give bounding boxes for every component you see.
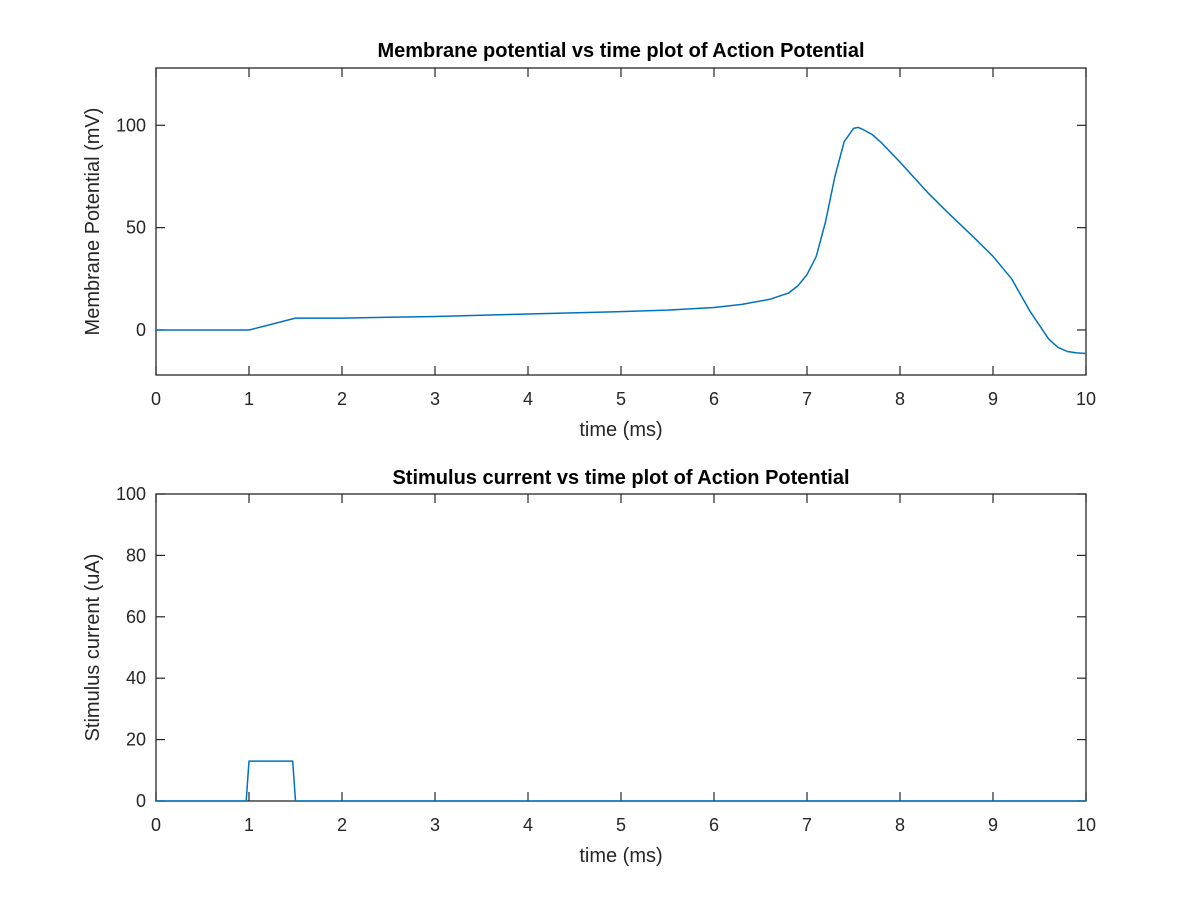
stimulus-current-x-tick-label: 5 [616,815,626,835]
membrane-potential-x-tick-label: 6 [709,389,719,409]
membrane-potential-x-tick-label: 8 [895,389,905,409]
stimulus-current-x-tick-label: 6 [709,815,719,835]
membrane-potential-title: Membrane potential vs time plot of Actio… [377,40,864,62]
stimulus-current-y-axis-label: Stimulus current (uA) [82,554,104,742]
stimulus-current-y-tick-label: 40 [126,668,146,688]
membrane-potential-x-axis-label: time (ms) [579,419,662,441]
stimulus-current-y-tick-label: 60 [126,607,146,627]
membrane-potential-x-tick-label: 10 [1076,389,1096,409]
stimulus-current-x-tick-label: 9 [988,815,998,835]
membrane-potential-x-tick-label: 4 [523,389,533,409]
stimulus-current-x-tick-label: 2 [337,815,347,835]
membrane-potential-x-tick-label: 5 [616,389,626,409]
stimulus-current-y-tick-label: 20 [126,730,146,750]
stimulus-current-x-tick-label: 8 [895,815,905,835]
stimulus-current-x-tick-label: 3 [430,815,440,835]
membrane-potential-series-line [156,126,1087,355]
membrane-potential-plot: Membrane potential vs time plot of Actio… [82,40,1096,441]
stimulus-current-title: Stimulus current vs time plot of Action … [392,467,849,489]
membrane-potential-x-tick-label: 0 [151,389,161,409]
membrane-potential-y-axis-label: Membrane Potential (mV) [82,108,104,336]
stimulus-current-plot: Stimulus current vs time plot of Action … [82,467,1096,867]
membrane-potential-axes-box [155,67,1087,376]
membrane-potential-x-tick-label: 7 [802,389,812,409]
stimulus-current-axes-box [155,493,1087,802]
membrane-potential-y-tick-label: 100 [116,115,146,135]
stimulus-current-series-line [156,760,1086,802]
stimulus-current-x-tick-label: 4 [523,815,533,835]
membrane-potential-y-tick-label: 0 [136,320,146,340]
stimulus-current-x-tick-label: 10 [1076,815,1096,835]
stimulus-current-y-tick-label: 100 [116,484,146,504]
membrane-potential-x-tick-label: 3 [430,389,440,409]
stimulus-current-x-tick-label: 7 [802,815,812,835]
stimulus-current-y-tick-label: 0 [136,791,146,811]
membrane-potential-x-tick-label: 2 [337,389,347,409]
membrane-potential-series [156,126,1087,355]
membrane-potential-x-tick-label: 1 [244,389,254,409]
stimulus-current-series [156,760,1086,802]
membrane-potential-x-tick-label: 9 [988,389,998,409]
stimulus-current-x-axis-label: time (ms) [579,845,662,867]
stimulus-current-x-tick-label: 1 [244,815,254,835]
membrane-potential-y-tick-label: 50 [126,218,146,238]
stimulus-current-x-tick-label: 0 [151,815,161,835]
stimulus-current-y-tick-label: 80 [126,545,146,565]
